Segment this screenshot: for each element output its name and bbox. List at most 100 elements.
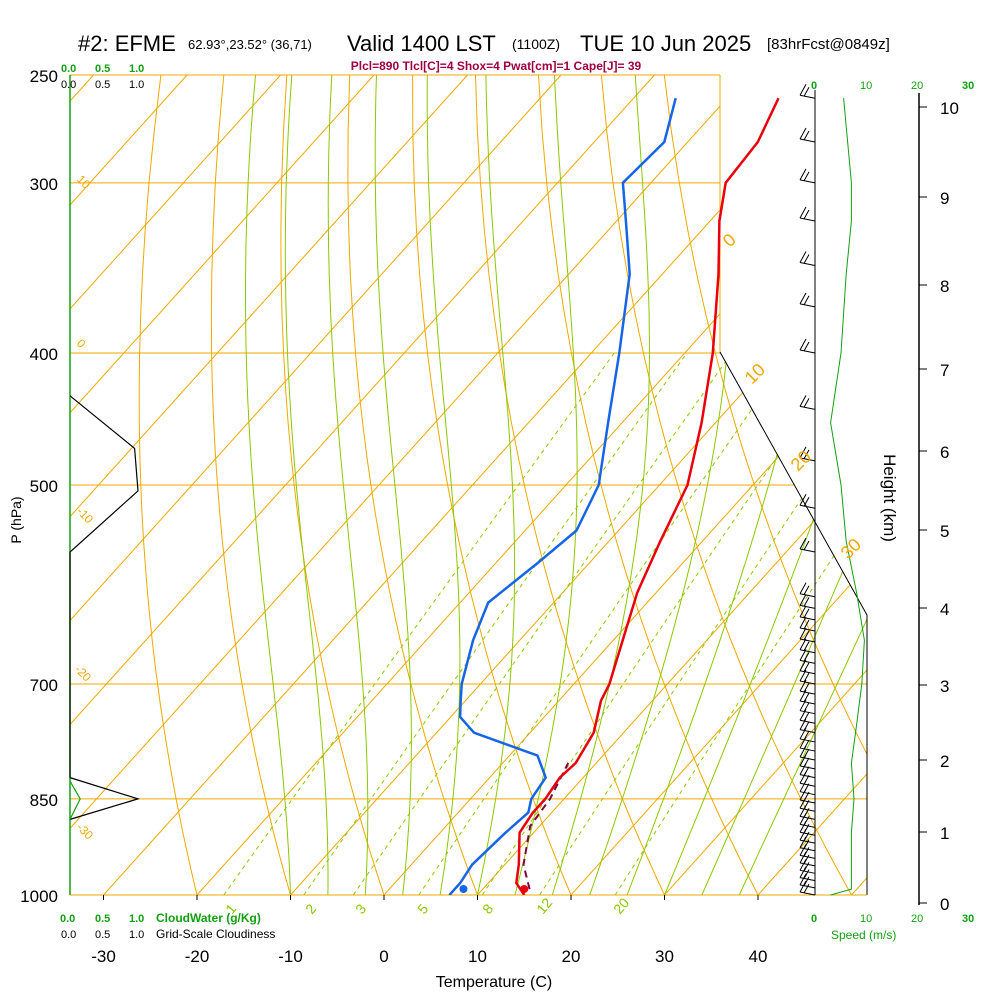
temperature-tick-label: 20 <box>562 947 581 966</box>
mixing-ratio-label: 8 <box>479 901 496 917</box>
mixing-ratio-line <box>418 352 792 895</box>
sounding-indices: Plcl=890 Tlcl[C]=4 Shox=4 Pwat[cm]=1 Cap… <box>351 59 642 73</box>
speed-tick: 20 <box>911 913 923 925</box>
cloudiness-tick: 0.0 <box>61 929 76 941</box>
wind-barb <box>799 493 816 509</box>
sounding-profiles <box>448 97 780 895</box>
speed-scale-bottom: 0 10 20 30 Speed (m/s) <box>811 913 974 942</box>
wind-barb <box>799 709 816 724</box>
dry-adiabat-line <box>916 75 1000 895</box>
cloud-panel <box>69 395 141 820</box>
moist-adiabat-line <box>426 75 461 895</box>
wind-barb <box>799 537 816 553</box>
isotherm-line <box>290 75 867 895</box>
wind-barb <box>799 873 816 889</box>
dry-adiabat-line <box>538 75 759 895</box>
height-tick-label: 5 <box>940 522 949 541</box>
cloudwater-line <box>69 780 81 820</box>
wind-barb <box>799 127 816 143</box>
height-tick-label: 0 <box>940 895 949 914</box>
cloudwater-tick: 0.0 <box>61 63 76 75</box>
mixing-ratio-line <box>303 352 688 895</box>
cloudiness-tick: 0.5 <box>95 929 110 941</box>
speed-tick: 10 <box>860 80 872 92</box>
mixing-ratio-label: 5 <box>414 901 431 917</box>
wind-barb <box>799 338 816 354</box>
parcel-profile-line <box>522 762 570 890</box>
mixing-ratio-line <box>539 352 867 895</box>
isotherm-line <box>70 75 562 895</box>
speed-label: Speed (m/s) <box>831 928 896 942</box>
cloudiness-scale-top: 0.0 0.5 1.0 <box>61 79 144 91</box>
height-tick-label: 2 <box>940 752 949 771</box>
wind-barb <box>799 880 816 896</box>
wind-barb <box>799 828 816 844</box>
isotherm-line <box>383 75 867 895</box>
moist-adiabat-line <box>551 75 650 895</box>
height-tick-label: 3 <box>940 677 949 696</box>
speed-tick: 30 <box>962 913 974 925</box>
isotherm-label: 0 <box>719 230 740 251</box>
background-grid <box>70 75 1000 895</box>
moist-adiabat-line <box>374 75 412 895</box>
wind-barb <box>799 395 816 410</box>
mixing-ratio-line <box>352 352 733 895</box>
dry-adiabat-line <box>412 75 572 895</box>
isotherm-line <box>70 75 281 895</box>
pressure-tick-label: 300 <box>30 175 58 194</box>
wind-barb <box>799 859 816 874</box>
wind-barb <box>799 718 816 734</box>
wind-barb <box>799 813 816 828</box>
speed-tick: 0 <box>811 913 817 925</box>
wind-barb <box>799 616 816 632</box>
valid-time: Valid 1400 LST <box>347 31 496 56</box>
speed-tick: 10 <box>860 913 872 925</box>
wind-barb <box>799 605 816 621</box>
isotherm-label: 30 <box>837 535 865 563</box>
dry-adiabat-line <box>475 75 665 895</box>
temperature-tick-label: -30 <box>91 947 116 966</box>
forecast-info: [83hrFcst@0849z] <box>767 36 890 53</box>
wind-barb <box>799 638 816 654</box>
speed-scale-top: 0 10 20 30 <box>811 80 974 92</box>
wind-speed-line <box>830 98 865 896</box>
cloudiness-label: Grid-Scale Cloudiness <box>156 927 275 941</box>
height-tick-label: 9 <box>940 189 949 208</box>
forecast-date: TUE 10 Jun 2025 <box>580 31 751 56</box>
temperature-tick-label: 0 <box>379 947 388 966</box>
mixing-ratio-label: 3 <box>352 901 369 917</box>
cloudwater-tick: 1.0 <box>129 63 144 75</box>
frame-right-boundary <box>719 351 868 895</box>
cloudwater-scale-top: 0.0 0.5 1.0 <box>61 63 144 75</box>
isotherm-line <box>103 75 842 895</box>
dewpoint-profile-line <box>448 97 677 895</box>
height-tick-label: 10 <box>940 99 959 118</box>
dry-adiabat-line <box>210 75 291 895</box>
isotherm-label: 10 <box>74 172 94 192</box>
wind-barb <box>799 83 816 99</box>
cloudwater-label: CloudWater (g/Kg) <box>156 911 261 925</box>
isotherm-label: -20 <box>72 662 94 684</box>
isotherm-line <box>70 75 468 895</box>
temperature-profile-line <box>515 97 780 895</box>
isotherm-line <box>664 75 867 895</box>
isotherm-label: -30 <box>74 820 96 842</box>
height-tick-label: 6 <box>940 443 949 462</box>
moist-adiabat-line <box>245 75 291 895</box>
y-axis-label: P (hPa) <box>8 496 24 543</box>
mixing-ratio-line <box>481 352 849 895</box>
cloudiness-tick: 0.0 <box>61 79 76 91</box>
cloudiness-tick: 1.0 <box>129 929 144 941</box>
pressure-tick-label: 400 <box>30 345 58 364</box>
cloudwater-tick: 0.0 <box>60 913 75 925</box>
isotherm-line <box>70 75 655 895</box>
temperature-tick-label: 30 <box>655 947 674 966</box>
height-tick-label: 1 <box>940 824 949 843</box>
wind-barb <box>799 292 816 308</box>
temperature-tick-label: -10 <box>278 947 303 966</box>
station-title: #2: EFME <box>78 31 176 56</box>
isotherm-line <box>70 75 375 895</box>
isotherm-label: 0 <box>74 336 89 351</box>
wind-barb <box>799 836 816 852</box>
